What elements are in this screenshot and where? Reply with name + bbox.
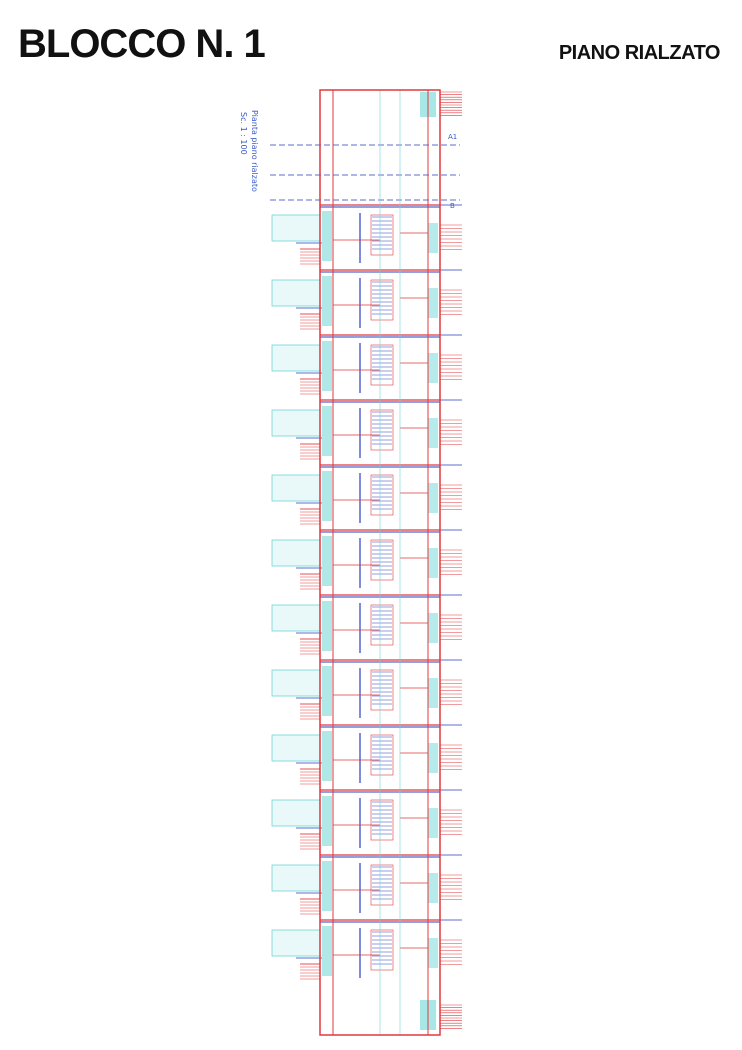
balcony-slab (271, 604, 321, 632)
stair-well (370, 279, 394, 321)
entrance (428, 483, 438, 513)
block-title: BLOCCO N. 1 (18, 22, 266, 66)
balcony-slab (271, 344, 321, 372)
balcony (322, 796, 332, 846)
balcony (322, 666, 332, 716)
stair-well (370, 799, 394, 841)
balcony-slab (271, 214, 321, 242)
balcony (322, 536, 332, 586)
entrance (428, 743, 438, 773)
balcony (322, 276, 332, 326)
balcony-slab (271, 669, 321, 697)
entrance (428, 418, 438, 448)
stair-well (370, 604, 394, 646)
entrance (428, 223, 438, 253)
building-outline (319, 89, 441, 1036)
balcony-slab (271, 864, 321, 892)
stair-well (370, 474, 394, 516)
balcony (322, 406, 332, 456)
stair-well (370, 929, 394, 971)
balcony (322, 926, 332, 976)
balcony-slab (271, 474, 321, 502)
stair-well (370, 669, 394, 711)
drawing-caption: Pianta piano rialzato (250, 110, 259, 192)
stair-well (370, 539, 394, 581)
stair-well (370, 214, 394, 256)
balcony (322, 601, 332, 651)
entrance (428, 613, 438, 643)
section-mark: A1 (448, 133, 457, 141)
balcony-slab (271, 539, 321, 567)
balcony-slab (271, 734, 321, 762)
entrance (428, 808, 438, 838)
section-mark: B (450, 202, 455, 210)
balcony-slab (271, 929, 321, 957)
floor-title: PIANO RIALZATO (558, 42, 721, 64)
balcony (322, 341, 332, 391)
stair-well (370, 344, 394, 386)
stair-well (370, 864, 394, 906)
balcony (322, 471, 332, 521)
balcony (322, 861, 332, 911)
drawing-scale: Sc. 1 : 100 (239, 112, 248, 155)
balcony-slab (271, 409, 321, 437)
balcony-slab (271, 279, 321, 307)
entrance (428, 873, 438, 903)
stair-well (370, 734, 394, 776)
balcony (322, 731, 332, 781)
balcony (322, 211, 332, 261)
entrance (428, 288, 438, 318)
stair-well (370, 409, 394, 451)
entrance (428, 938, 438, 968)
entrance (428, 353, 438, 383)
entrance (428, 678, 438, 708)
entrance (428, 548, 438, 578)
balcony-slab (271, 799, 321, 827)
